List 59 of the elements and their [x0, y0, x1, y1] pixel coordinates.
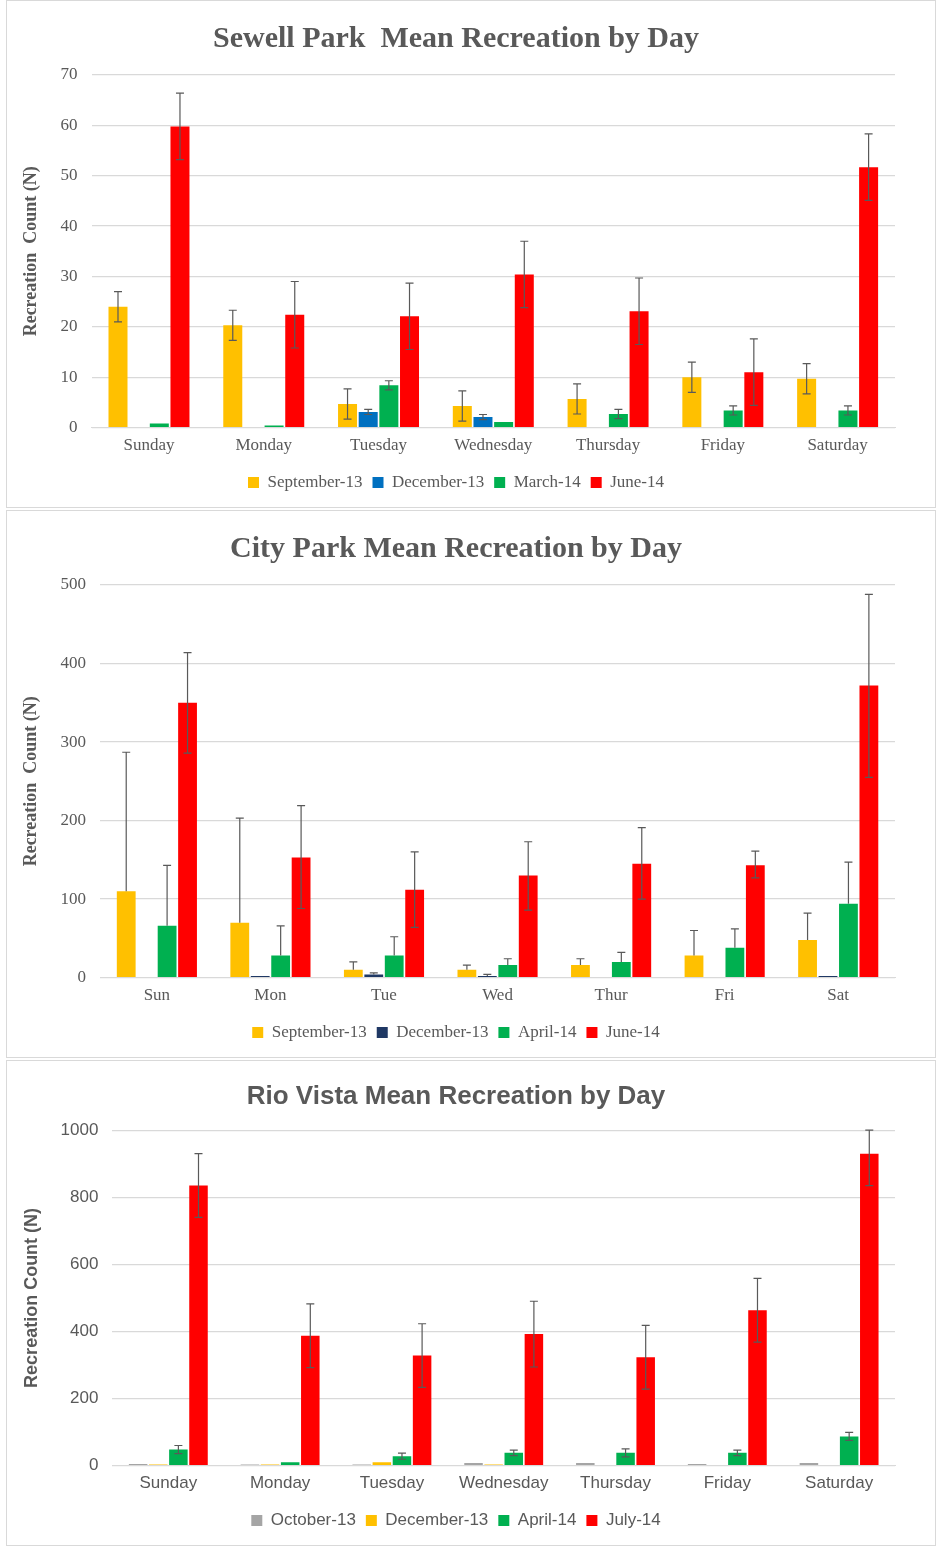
legend-label: December-13 — [392, 471, 485, 491]
y-tick-label: 0 — [77, 967, 87, 987]
y-axis-title: Recreation Count (N) — [20, 166, 42, 337]
y-tick-label: 500 — [60, 574, 87, 594]
y-tick-label: 100 — [60, 888, 87, 908]
chart-title: Rio Vista Mean Recreation by Day — [246, 1079, 666, 1110]
legend-label: April-14 — [517, 1021, 577, 1041]
y-tick-label: 60 — [60, 114, 78, 134]
x-tick-label: Monday — [235, 435, 293, 455]
x-tick-label: Monday — [249, 1473, 311, 1493]
legend-label: September-13 — [271, 1021, 367, 1041]
y-tick-label: 200 — [70, 1388, 99, 1408]
y-tick-label: 200 — [60, 810, 87, 830]
x-tick-label: Wednesday — [458, 1473, 549, 1493]
y-axis-title: Recreation Count (N) — [20, 1207, 41, 1388]
x-tick-label: Saturday — [807, 435, 869, 455]
y-tick-label: 800 — [70, 1186, 99, 1206]
x-tick-label: Tuesday — [359, 1473, 425, 1493]
legend-label: September-13 — [267, 471, 363, 491]
legend-label: March-14 — [513, 471, 582, 491]
legend-label: June-14 — [605, 1021, 661, 1041]
x-tick-label: Saturday — [805, 1473, 874, 1493]
y-tick-label: 40 — [60, 215, 78, 235]
x-tick-label: Thur — [594, 985, 628, 1005]
y-tick-label: 30 — [60, 265, 78, 285]
y-tick-label: 600 — [70, 1254, 99, 1274]
x-tick-label: Thursday — [575, 435, 641, 455]
x-tick-label: Thursday — [580, 1473, 652, 1493]
y-tick-label: 10 — [60, 366, 78, 386]
x-tick-label: Friday — [700, 435, 746, 455]
x-tick-label: Sunday — [139, 1473, 198, 1493]
y-tick-label: 70 — [60, 64, 78, 84]
x-tick-label: Friday — [703, 1473, 752, 1493]
x-tick-label: Sat — [827, 985, 850, 1005]
legend-label: June-14 — [610, 471, 665, 491]
legend-label: December-13 — [396, 1021, 489, 1041]
y-tick-label: 0 — [88, 1455, 99, 1475]
legend-label: December-13 — [385, 1510, 489, 1530]
chart-title: City Park Mean Recreation by Day — [230, 529, 682, 563]
legend-label: July-14 — [605, 1510, 661, 1530]
legend-label: October-13 — [270, 1510, 356, 1530]
x-tick-label: Wednesday — [454, 435, 533, 455]
y-tick-label: 50 — [60, 165, 78, 185]
x-tick-label: Fri — [714, 985, 735, 1005]
y-tick-label: 20 — [60, 316, 78, 336]
y-tick-label: 400 — [70, 1321, 99, 1341]
y-tick-label: 1000 — [60, 1119, 99, 1139]
x-tick-label: Tue — [371, 985, 397, 1005]
y-axis-title: Recreation Count (N) — [20, 696, 42, 867]
x-tick-label: Sunday — [123, 435, 175, 455]
y-tick-label: 400 — [60, 652, 87, 672]
x-tick-label: Wed — [482, 985, 514, 1005]
y-tick-label: 0 — [69, 417, 78, 437]
y-tick-label: 300 — [60, 731, 87, 751]
x-tick-label: Tuesday — [350, 435, 408, 455]
x-tick-label: Sun — [143, 985, 171, 1005]
chart-title: Sewell Park Mean Recreation by Day — [212, 19, 700, 53]
legend-label: April-14 — [517, 1510, 577, 1530]
x-tick-label: Mon — [254, 985, 287, 1005]
